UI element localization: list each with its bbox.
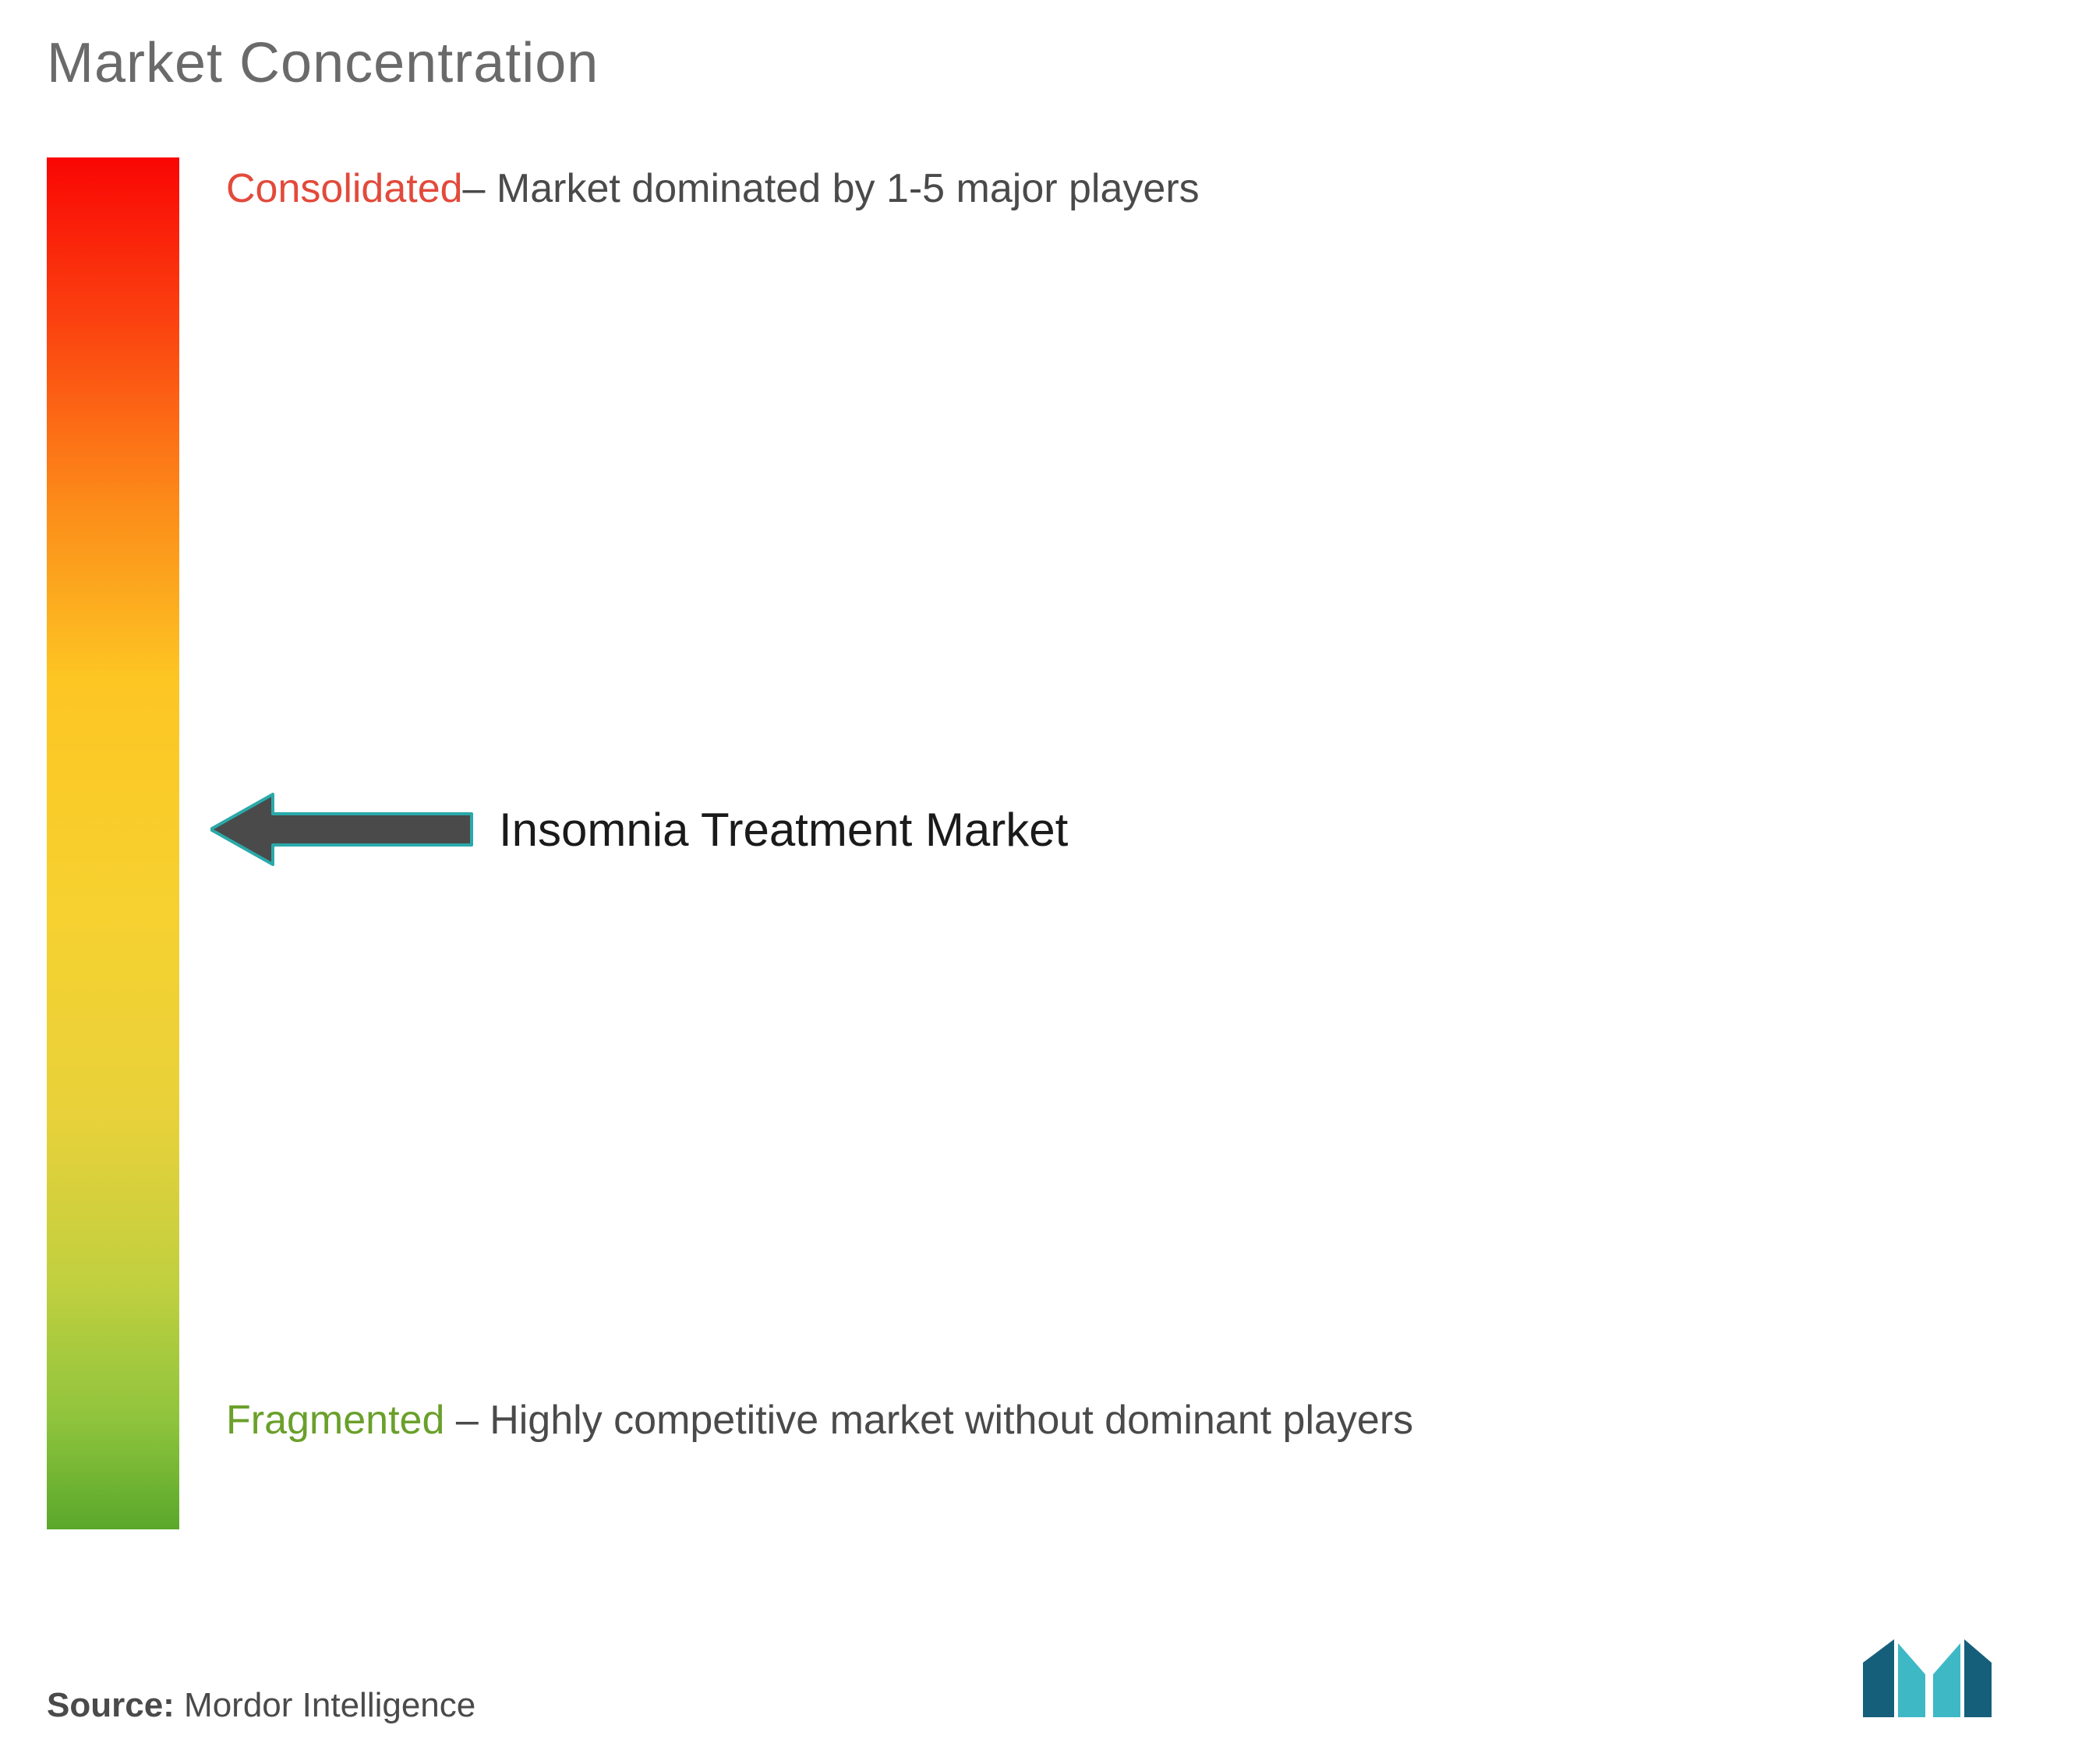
market-name-label: Insomnia Treatment Market <box>499 803 1068 857</box>
source-value: Mordor Intelligence <box>175 1686 475 1724</box>
fragmented-term: Fragmented <box>226 1398 444 1443</box>
chart-area: Consolidated– Market dominated by 1-5 ma… <box>47 157 2042 1561</box>
fragmented-label: Fragmented – Highly competitive market w… <box>226 1397 1413 1444</box>
fragmented-desc: – Highly competitive market without domi… <box>444 1398 1413 1443</box>
market-position-marker: Insomnia Treatment Market <box>210 790 1068 868</box>
source-attribution: Source: Mordor Intelligence <box>47 1686 475 1725</box>
consolidated-label: Consolidated– Market dominated by 1-5 ma… <box>226 165 1200 212</box>
consolidated-term: Consolidated <box>226 166 463 211</box>
chart-title: Market Concentration <box>47 31 2042 95</box>
source-label: Source: <box>47 1686 175 1724</box>
concentration-gradient-bar <box>47 157 179 1529</box>
mordor-logo-icon <box>1855 1631 1995 1725</box>
consolidated-desc: – Market dominated by 1-5 major players <box>463 166 1200 211</box>
arrow-left-icon <box>210 790 475 868</box>
